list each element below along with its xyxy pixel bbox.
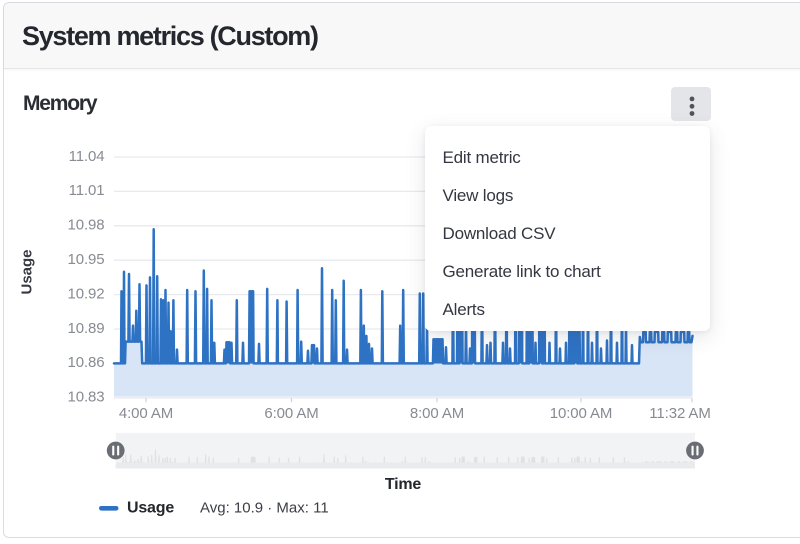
svg-text:10.86: 10.86 xyxy=(67,354,104,371)
svg-text:Time: Time xyxy=(385,476,422,493)
svg-text:4:00 AM: 4:00 AM xyxy=(119,405,173,422)
svg-text:6:00 AM: 6:00 AM xyxy=(264,405,318,422)
svg-text:10.98: 10.98 xyxy=(67,217,104,234)
svg-text:10.92: 10.92 xyxy=(67,285,104,302)
svg-text:8:00 AM: 8:00 AM xyxy=(410,405,464,422)
svg-text:Usage: Usage xyxy=(127,500,174,517)
svg-text:Usage: Usage xyxy=(19,249,36,294)
svg-text:10.83: 10.83 xyxy=(67,389,104,406)
svg-text:11.04: 11.04 xyxy=(69,148,105,165)
svg-text:Avg: 10.9 · Max: 11: Avg: 10.9 · Max: 11 xyxy=(200,500,329,517)
svg-text:11:32 AM: 11:32 AM xyxy=(649,405,710,422)
svg-text:10.89: 10.89 xyxy=(67,320,104,337)
svg-text:11.01: 11.01 xyxy=(69,182,105,199)
svg-text:10:00 AM: 10:00 AM xyxy=(550,405,613,422)
svg-text:10.95: 10.95 xyxy=(67,251,104,268)
